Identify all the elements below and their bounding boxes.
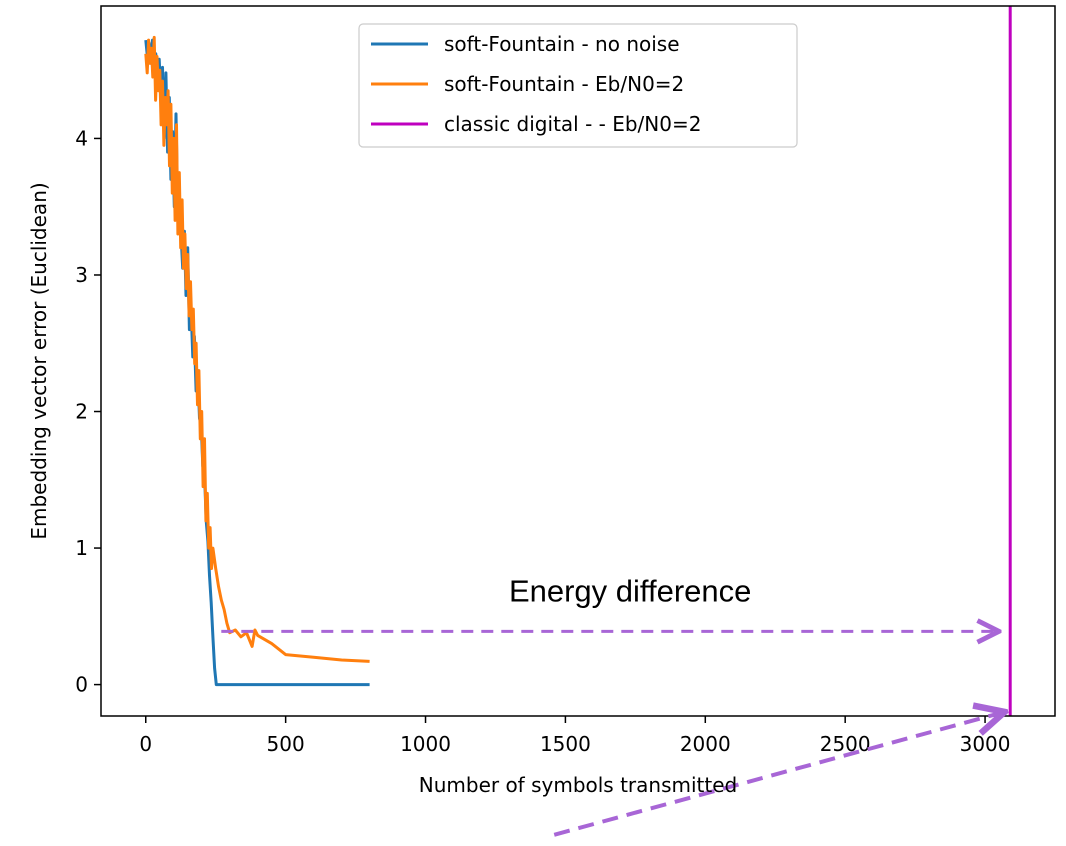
x-tick-label: 2000 <box>680 732 731 756</box>
series-line-1 <box>144 35 370 663</box>
series-line-0 <box>144 38 370 687</box>
legend-box <box>358 23 798 148</box>
legend-label-1: soft-Fountain - Eb/N0=2 <box>444 72 684 96</box>
y-tick-label: 4 <box>75 126 88 150</box>
x-tick-label: 500 <box>267 732 305 756</box>
x-tick-label: 2500 <box>820 732 871 756</box>
y-tick-label: 0 <box>75 673 88 697</box>
plot-frame <box>100 5 1056 717</box>
x-axis-label: Number of symbols transmitted <box>419 773 737 797</box>
y-tick-label: 3 <box>75 263 88 287</box>
x-tick-label: 1500 <box>540 732 591 756</box>
legend: soft-Fountain - no noise soft-Fountain -… <box>358 23 798 148</box>
x-tick-label: 0 <box>139 732 152 756</box>
x-tick-label: 3000 <box>960 732 1011 756</box>
y-tick-label: 2 <box>75 400 88 424</box>
legend-label-2: classic digital - - Eb/N0=2 <box>444 112 701 136</box>
annotation-text-0: Energy difference <box>509 573 751 608</box>
pointer-arrow <box>553 712 1004 837</box>
annotation-layer: Energy difference <box>221 573 1004 837</box>
x-tick-label: 1000 <box>400 732 451 756</box>
legend-label-0: soft-Fountain - no noise <box>444 32 680 56</box>
y-tick-label: 1 <box>75 536 88 560</box>
axis-ticks: 0 500 1000 1500 2000 2500 3000 0 1 2 3 4 <box>75 126 1010 756</box>
y-axis-label: Embedding vector error (Euclidean) <box>27 182 51 539</box>
